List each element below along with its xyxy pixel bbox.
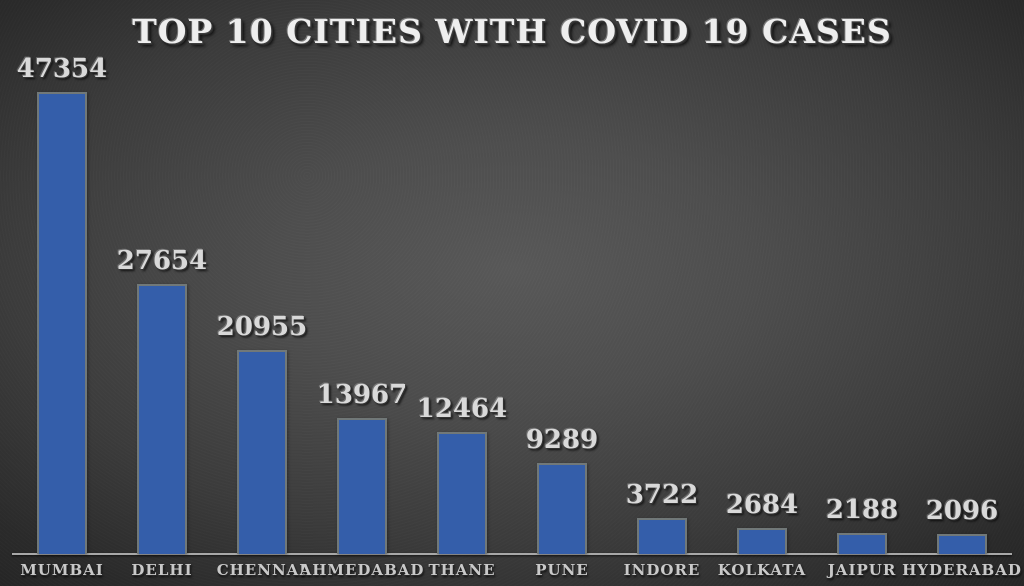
- value-label-delhi: 27654: [116, 246, 208, 276]
- bar-kolkata: [737, 528, 787, 554]
- bar-pune: [537, 463, 587, 554]
- x-tick-label-kolkata: KOLKATA: [717, 561, 807, 579]
- value-label-mumbai: 47354: [16, 54, 108, 84]
- value-label-jaipur: 2188: [825, 495, 899, 525]
- value-label-thane: 12464: [416, 394, 508, 424]
- x-tick-label-indore: INDORE: [623, 561, 701, 579]
- bar-mumbai: [37, 92, 87, 554]
- bar-jaipur: [837, 533, 887, 554]
- x-tick-label-thane: THANE: [428, 561, 496, 579]
- x-axis-line: [12, 553, 1012, 555]
- bar-thane: [437, 432, 487, 554]
- x-tick-label-delhi: DELHI: [131, 561, 193, 579]
- x-tick-label-pune: PUNE: [535, 561, 589, 579]
- bar-delhi: [137, 284, 187, 554]
- value-label-hyderabad: 2096: [925, 496, 999, 526]
- chart-title: TOP 10 CITIES WITH COVID 19 CASES: [132, 12, 892, 51]
- bar-indore: [637, 518, 687, 554]
- value-label-chennai: 20955: [216, 312, 308, 342]
- value-label-ahmedabad: 13967: [316, 380, 408, 410]
- bar-chennai: [237, 350, 287, 554]
- x-tick-label-jaipur: JAIPUR: [827, 561, 897, 579]
- value-label-kolkata: 2684: [725, 490, 799, 520]
- x-tick-label-ahmedabad: AHMEDABAD: [299, 561, 425, 579]
- bar-ahmedabad: [337, 418, 387, 554]
- x-tick-label-chennai: CHENNAI: [216, 561, 308, 579]
- x-tick-label-hyderabad: HYDERABAD: [902, 561, 1022, 579]
- bar-hyderabad: [937, 534, 987, 554]
- value-label-indore: 3722: [625, 480, 699, 510]
- x-tick-label-mumbai: MUMBAI: [20, 561, 104, 579]
- value-label-pune: 9289: [525, 425, 599, 455]
